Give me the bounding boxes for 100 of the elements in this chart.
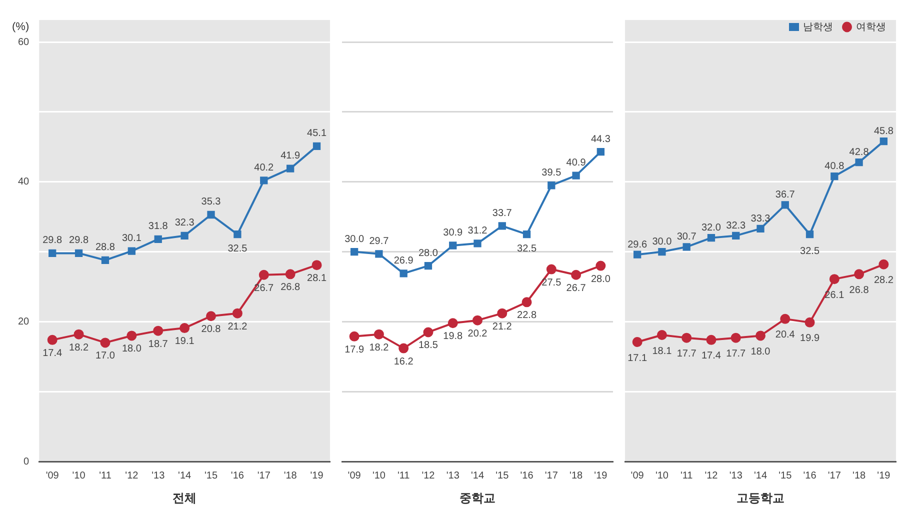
data-label: 44.3 [590, 134, 611, 145]
data-label: 28.0 [590, 274, 611, 285]
point [374, 329, 384, 340]
point [829, 274, 840, 284]
point [880, 137, 888, 146]
point [780, 314, 790, 324]
data-label: 30.0 [652, 236, 672, 248]
x-tick-label: '15 [204, 470, 218, 482]
x-axis-title: 고등학교 [736, 491, 784, 506]
data-label: 22.8 [517, 310, 537, 322]
point [548, 182, 556, 190]
point [126, 330, 137, 341]
data-label: 29.8 [69, 235, 89, 246]
data-label: 32.5 [517, 243, 537, 254]
point [258, 270, 269, 280]
point [312, 260, 322, 270]
data-label: 30.0 [344, 234, 364, 245]
y-tick-label: 60 [18, 36, 30, 48]
x-tick-label: '14 [178, 470, 192, 482]
x-tick-label: '09 [348, 470, 362, 482]
data-label: 17.9 [344, 344, 364, 356]
x-tick-label: '14 [470, 470, 484, 482]
point [571, 270, 582, 280]
x-tick-label: '19 [594, 470, 608, 482]
point [878, 259, 889, 270]
data-label: 26.7 [254, 282, 274, 294]
data-label: 18.0 [750, 346, 771, 358]
data-label: 17.4 [701, 350, 722, 362]
data-label: 16.2 [394, 356, 414, 368]
point [349, 331, 360, 342]
data-label: 28.8 [95, 242, 116, 254]
x-tick-label: '12 [422, 470, 436, 482]
point [48, 249, 56, 258]
x-tick-label: '12 [704, 470, 718, 482]
point [830, 172, 838, 180]
point [206, 311, 216, 322]
point [472, 315, 482, 326]
point [854, 269, 864, 280]
data-label: 17.7 [726, 348, 746, 360]
point [497, 308, 508, 318]
data-label: 17.0 [95, 350, 116, 362]
point [260, 176, 268, 184]
point [424, 262, 432, 270]
data-label: 17.7 [676, 348, 697, 360]
x-tick-label: '15 [496, 470, 510, 482]
x-tick-label: '17 [544, 470, 558, 482]
data-label: 31.2 [468, 225, 488, 236]
point [682, 332, 692, 343]
point [312, 142, 321, 150]
x-tick-label: '14 [754, 470, 768, 482]
data-label: 30.7 [676, 232, 697, 243]
data-label: 18.5 [418, 340, 438, 352]
data-label: 32.3 [174, 218, 195, 229]
x-tick-label: '10 [72, 470, 86, 482]
x-tick-label: '11 [680, 470, 694, 482]
data-label: 40.8 [824, 161, 845, 172]
data-label: 42.8 [849, 147, 870, 158]
point [375, 250, 383, 258]
point [180, 323, 190, 334]
x-tick-label: '16 [230, 470, 244, 482]
data-label: 19.1 [174, 336, 195, 348]
point [474, 240, 482, 248]
data-label: 26.1 [824, 290, 845, 301]
y-axis-title: (%) [12, 21, 30, 33]
data-label: 40.2 [254, 162, 274, 174]
x-tick-label: '12 [125, 470, 139, 482]
point [234, 230, 242, 238]
point [656, 330, 667, 340]
data-label: 21.2 [228, 321, 248, 332]
data-label: 32.5 [800, 246, 820, 258]
data-label: 33.7 [492, 208, 512, 219]
data-label: 36.7 [775, 190, 796, 201]
data-label: 39.5 [542, 167, 562, 178]
point [706, 334, 716, 345]
data-label: 28.2 [874, 275, 894, 286]
data-label: 30.9 [443, 228, 464, 239]
data-label: 18.2 [369, 342, 390, 354]
data-label: 33.3 [750, 213, 771, 224]
x-axis-title: 중학교 [460, 491, 496, 506]
point [781, 201, 789, 209]
data-label: 32.3 [726, 220, 746, 232]
point [207, 210, 215, 219]
point [449, 242, 457, 250]
point [546, 264, 556, 274]
data-label: 17.4 [42, 348, 63, 359]
data-label: 28.0 [418, 248, 438, 259]
point [804, 317, 815, 328]
data-label: 26.8 [849, 284, 870, 296]
point [756, 224, 764, 233]
point [100, 338, 110, 348]
point [398, 343, 409, 354]
x-tick-label: '18 [570, 470, 583, 482]
point [47, 334, 58, 345]
data-label: 26.9 [394, 255, 414, 266]
x-tick-label: '11 [99, 470, 112, 482]
data-label: 20.8 [201, 324, 222, 336]
x-tick-label: '16 [520, 470, 534, 482]
point [522, 230, 531, 238]
data-label: 41.9 [280, 150, 300, 162]
point [730, 332, 741, 343]
